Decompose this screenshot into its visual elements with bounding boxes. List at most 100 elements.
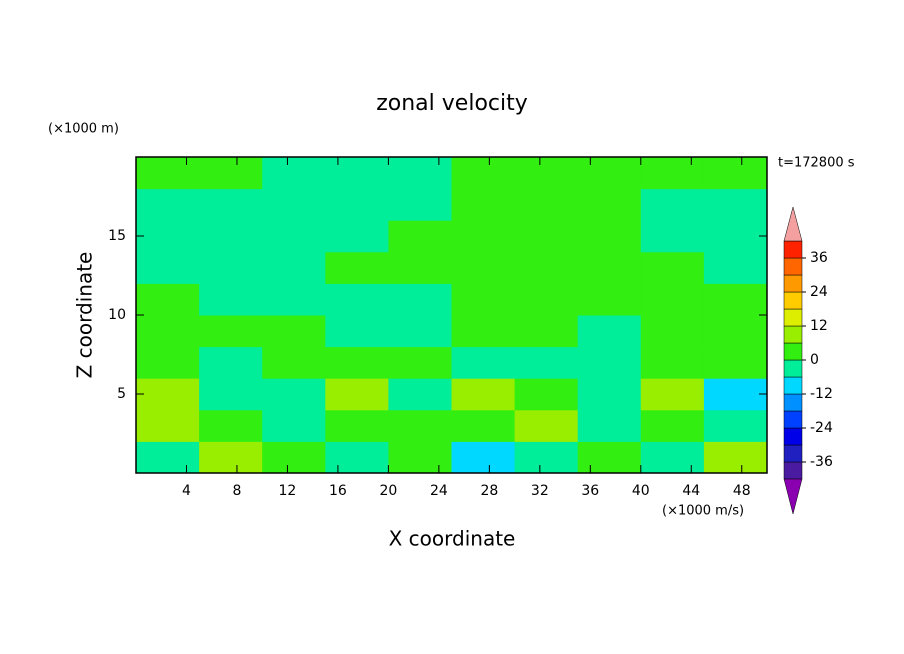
contour-cell [325, 315, 389, 348]
x-tick-label: 36 [581, 483, 599, 499]
contour-cell [451, 157, 516, 190]
colorbar-tick-label: -36 [810, 454, 833, 470]
x-tick-label: 28 [480, 483, 498, 499]
x-tick-label: 48 [733, 483, 751, 499]
contour-cell [640, 283, 705, 316]
x-tick-label: 8 [232, 483, 241, 499]
contour-cell [577, 378, 642, 411]
colorbar-box [783, 359, 803, 378]
contour-cell [325, 188, 389, 221]
contour-cell [514, 283, 579, 316]
contour-cell [703, 346, 768, 379]
contour-cell [325, 251, 389, 284]
contour-cell [703, 157, 768, 190]
contour-cell [703, 188, 768, 221]
x-unit: (×1000 m/s) [662, 504, 744, 519]
x-tick-label: 40 [632, 483, 650, 499]
contour-cell [388, 409, 452, 442]
y-axis-label: Z coordinate [73, 252, 97, 379]
contour-cell [199, 346, 263, 379]
colorbar-box [783, 427, 803, 446]
contour-cell [514, 409, 579, 442]
colorbar-box [783, 342, 803, 361]
contour-cell [514, 220, 579, 253]
contour-cell [262, 315, 326, 348]
y-tick-label: 5 [117, 386, 126, 402]
contour-cell [262, 441, 326, 474]
contour-cell [136, 441, 200, 474]
contour-cell [451, 378, 516, 411]
field [136, 157, 768, 474]
contour-cell [262, 220, 326, 253]
contour-cell [388, 378, 452, 411]
contour-cell [325, 378, 389, 411]
contour-cell [640, 188, 705, 221]
contour-cell [136, 283, 200, 316]
contour-cell [451, 220, 516, 253]
colorbar-over [783, 206, 803, 242]
contour-cell [577, 315, 642, 348]
contour-cell [136, 346, 200, 379]
contour-cell [451, 441, 516, 474]
contour-cell [199, 220, 263, 253]
contour-cell [577, 346, 642, 379]
contour-cell [136, 251, 200, 284]
contour-cell [262, 251, 326, 284]
contour-cell [388, 346, 452, 379]
contour-cell [703, 251, 768, 284]
contour-cell [577, 220, 642, 253]
contour-cell [451, 315, 516, 348]
contour-cell [136, 188, 200, 221]
colorbar-box [783, 240, 803, 259]
contour-cell [514, 346, 579, 379]
colorbar-box [783, 410, 803, 429]
y-tick-label: 10 [108, 307, 126, 323]
colorbar-box [783, 257, 803, 276]
x-tick-label: 24 [430, 483, 448, 499]
contour-cell [325, 409, 389, 442]
y-unit: (×1000 m) [48, 122, 119, 137]
contour-cell [703, 409, 768, 442]
contour-cell [640, 251, 705, 284]
x-tick-label: 32 [531, 483, 549, 499]
colorbar-tick-label: 12 [810, 318, 828, 334]
colorbar-box [783, 444, 803, 463]
contour-cell [199, 157, 263, 190]
contour-cell [325, 346, 389, 379]
contour-cell [199, 251, 263, 284]
contour-cell [577, 251, 642, 284]
contour-cell [388, 157, 452, 190]
contour-cell [262, 346, 326, 379]
contour-cell [388, 441, 452, 474]
contour-cell [388, 315, 452, 348]
contour-cell [514, 188, 579, 221]
colorbar-tick-label: 36 [810, 250, 828, 266]
contour-cell [703, 315, 768, 348]
colorbar-box [783, 393, 803, 412]
contour-cell [514, 378, 579, 411]
contour-cell [136, 157, 200, 190]
contour-cell [577, 441, 642, 474]
contour-cell [199, 188, 263, 221]
x-tick-label: 16 [329, 483, 347, 499]
contour-cell [577, 283, 642, 316]
contour-cell [640, 315, 705, 348]
colorbar-tick-label: -24 [810, 420, 833, 436]
contour-cell [640, 441, 705, 474]
contour-cell [199, 378, 263, 411]
contour-cell [451, 188, 516, 221]
contour-cell [640, 409, 705, 442]
contour-cell [703, 220, 768, 253]
contour-cell [325, 220, 389, 253]
contour-cell [640, 346, 705, 379]
contour-cell [514, 441, 579, 474]
contour-cell [262, 409, 326, 442]
contour-cell [451, 346, 516, 379]
contour-cell [325, 157, 389, 190]
contour-cell [325, 283, 389, 316]
contour-cell [640, 220, 705, 253]
contour-cell [451, 283, 516, 316]
colorbar-box [783, 325, 803, 344]
contour-cell [577, 157, 642, 190]
